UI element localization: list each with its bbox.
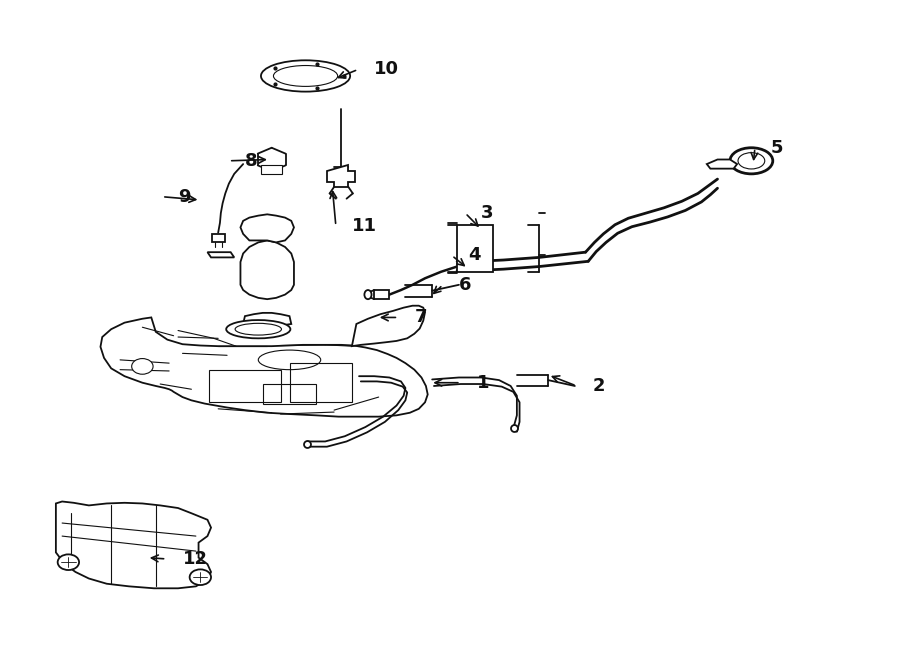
Text: 3: 3 [482,204,494,222]
Ellipse shape [261,60,350,92]
Text: 11: 11 [352,217,377,235]
Text: 8: 8 [245,152,257,170]
Polygon shape [706,159,737,169]
Polygon shape [56,502,211,588]
Circle shape [190,569,211,585]
Ellipse shape [226,320,291,338]
Polygon shape [208,253,234,257]
Polygon shape [240,241,294,299]
Bar [457,225,493,272]
Text: 2: 2 [593,377,605,395]
Polygon shape [327,165,356,187]
Text: 7: 7 [414,309,427,327]
Text: 12: 12 [183,550,208,568]
Ellipse shape [730,148,773,174]
Polygon shape [374,290,390,299]
Text: 4: 4 [468,247,481,264]
Polygon shape [240,214,294,243]
Circle shape [58,555,79,570]
Text: 9: 9 [178,188,191,206]
Ellipse shape [364,290,372,299]
Polygon shape [212,234,225,243]
Polygon shape [101,317,428,416]
Polygon shape [352,305,425,346]
Text: 5: 5 [771,139,784,157]
Text: 10: 10 [374,60,400,79]
Text: 1: 1 [477,373,490,392]
Polygon shape [243,313,292,327]
Text: 6: 6 [459,276,472,293]
Circle shape [131,358,153,374]
Polygon shape [261,165,283,174]
